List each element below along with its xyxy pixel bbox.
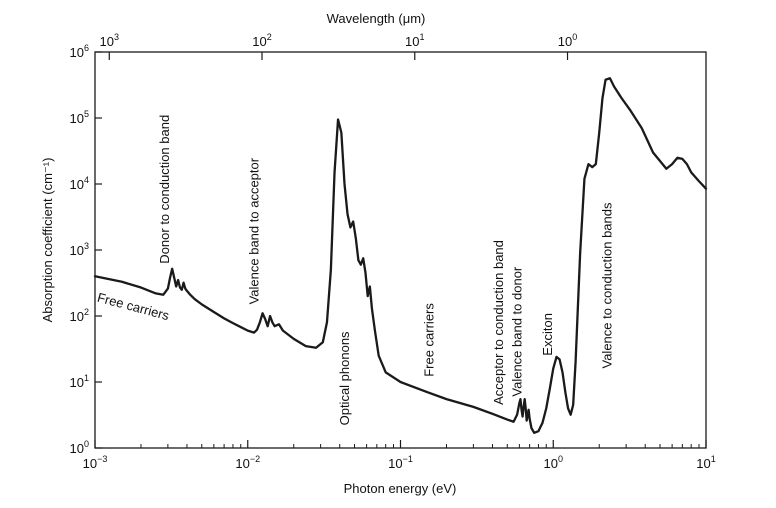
x-tick-label: 10−1: [388, 454, 413, 471]
top-tick-label-base: 10: [558, 34, 572, 49]
y-tick-label-base: 10: [70, 375, 84, 390]
top-tick-label-base: 10: [252, 34, 266, 49]
y-tick-label-exp: 4: [84, 175, 89, 185]
annotation-label: Optical phonons: [337, 331, 352, 425]
x-tick-label-exp: −3: [97, 454, 107, 464]
x-tick-label: 10−3: [83, 454, 108, 471]
y-tick-label: 101: [70, 373, 89, 390]
x-tick-label-exp: −2: [250, 454, 260, 464]
annotation-label: Valence band to donor: [510, 266, 525, 397]
annotation-label: Donor to conduction band: [157, 115, 172, 264]
top-tick-label-exp: 2: [267, 32, 272, 42]
y-tick-label-exp: 3: [84, 241, 89, 251]
top-tick-label-exp: 0: [572, 32, 577, 42]
y-tick-label-exp: 6: [84, 43, 89, 53]
x-tick-label-base: 10: [388, 456, 402, 471]
annotation-label: Free carriers: [422, 303, 437, 377]
y-tick-label-base: 10: [70, 177, 84, 192]
top-tick-label: 101: [405, 32, 424, 49]
y-tick-label: 106: [70, 43, 89, 60]
axis-ticks: [94, 51, 707, 449]
x-tick-label-exp: 1: [711, 454, 716, 464]
x-tick-label: 101: [696, 454, 715, 471]
x-tick-label: 10−2: [235, 454, 260, 471]
absorption-curve: [93, 77, 708, 434]
annotation-label: Valence band to acceptor: [247, 157, 262, 304]
y-tick-label-base: 10: [70, 309, 84, 324]
top-tick-label-exp: 3: [114, 32, 119, 42]
x-tick-label: 100: [544, 454, 563, 471]
y-tick-label-exp: 2: [84, 307, 89, 317]
x-tick-label-base: 10: [83, 456, 97, 471]
y-tick-label-base: 10: [70, 111, 84, 126]
x-tick-label-base: 10: [544, 456, 558, 471]
y-tick-label: 103: [70, 241, 89, 258]
top-tick-label: 100: [558, 32, 577, 49]
y-tick-label: 102: [70, 307, 89, 324]
x-tick-label-exp: −1: [403, 454, 413, 464]
y-tick-label-base: 10: [70, 45, 84, 60]
y-axis-title: Absorption coefficient (cm⁻¹): [40, 158, 55, 323]
y-tick-label-base: 10: [70, 243, 84, 258]
plot-frame: [94, 51, 707, 449]
top-tick-label: 103: [100, 32, 119, 49]
top-tick-label-exp: 1: [419, 32, 424, 42]
top-axis-title: Wavelength (μm): [327, 11, 426, 26]
y-tick-label: 100: [70, 439, 89, 456]
top-tick-label-base: 10: [100, 34, 114, 49]
y-tick-label: 104: [70, 175, 89, 192]
y-tick-label-exp: 1: [84, 373, 89, 383]
x-axis-title: Photon energy (eV): [344, 481, 457, 496]
annotation-label: Exciton: [540, 313, 555, 356]
x-tick-label-base: 10: [235, 456, 249, 471]
y-tick-label-exp: 0: [84, 439, 89, 449]
y-tick-label-base: 10: [70, 441, 84, 456]
top-tick-label-base: 10: [405, 34, 419, 49]
annotation-label: Acceptor to conduction band: [491, 240, 506, 405]
top-tick-label: 102: [252, 32, 271, 49]
y-tick-label: 105: [70, 109, 89, 126]
x-tick-label-base: 10: [696, 456, 710, 471]
annotation-label: Valence to conduction bands: [599, 202, 614, 368]
x-tick-label-exp: 0: [558, 454, 563, 464]
y-tick-label-exp: 5: [84, 109, 89, 119]
